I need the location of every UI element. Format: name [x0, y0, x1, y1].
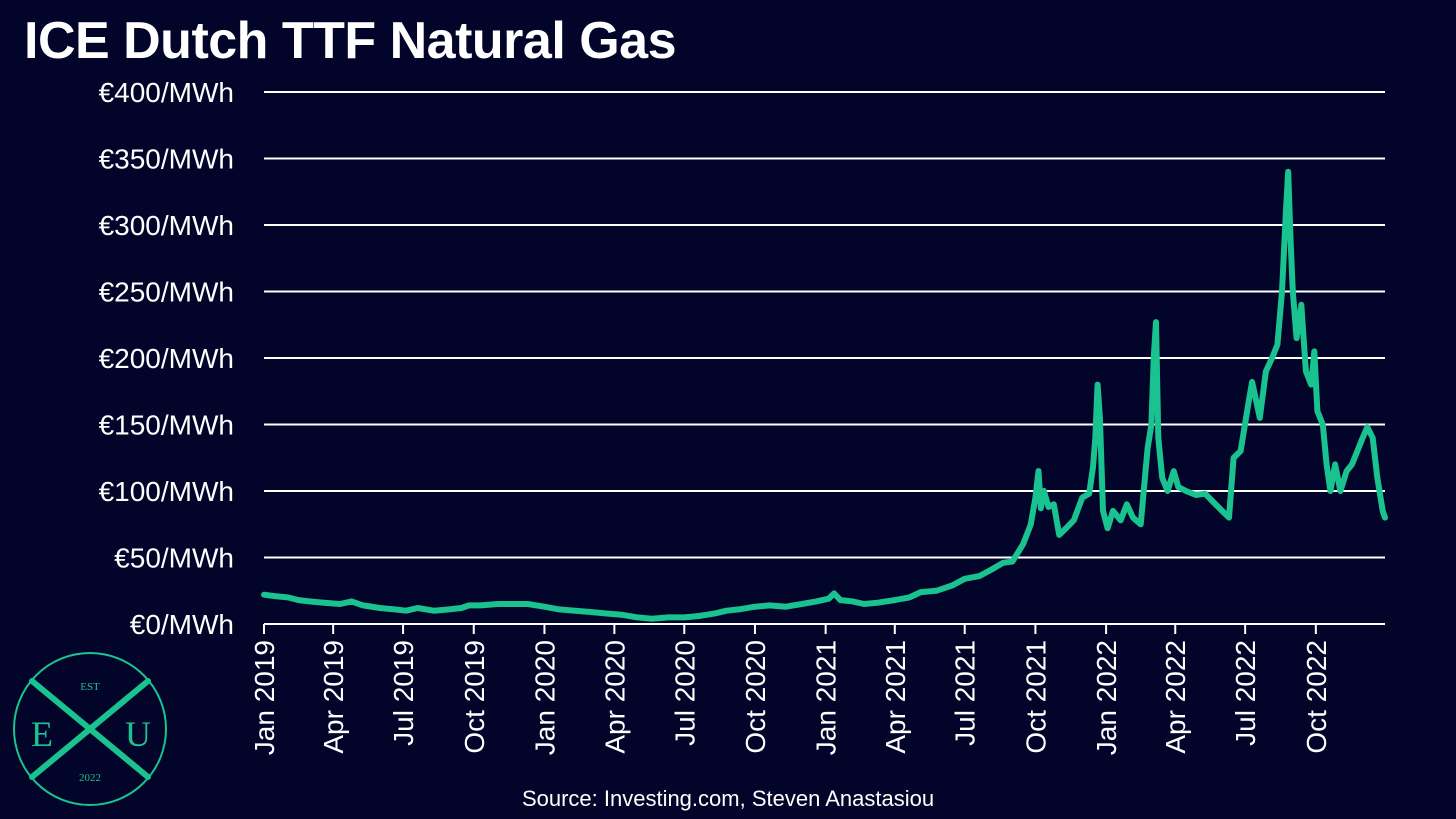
exu-logo: EST E U 2022 [13, 652, 167, 806]
x-tick-label: Jul 2019 [388, 640, 419, 746]
x-tick-label: Jul 2022 [1230, 640, 1261, 746]
x-tick-label: Oct 2020 [740, 640, 771, 754]
y-tick-label: €350/MWh [99, 144, 234, 175]
gridlines [264, 91, 1385, 559]
y-tick-label: €150/MWh [99, 410, 234, 441]
chart-title: ICE Dutch TTF Natural Gas [24, 12, 677, 70]
logo-year: 2022 [79, 772, 101, 784]
y-tick-label: €0/MWh [130, 609, 234, 640]
x-tick-label: Oct 2022 [1301, 640, 1332, 754]
x-tick-label: Jan 2019 [249, 640, 280, 755]
x-axis-tick-labels: Jan 2019 Apr 2019 Jul 2019 Oct 2019 Jan 2020… [249, 640, 1332, 755]
x-axis [263, 623, 1385, 634]
y-axis-tick-labels: €0/MWh €50/MWh €100/MWh €150/MWh €200/MWh €25… [99, 77, 234, 640]
x-tick-label: Jul 2021 [950, 640, 981, 746]
x-tick-label: Apr 2022 [1160, 640, 1191, 754]
x-tick-label: Jul 2020 [669, 640, 700, 746]
y-tick-label: €300/MWh [99, 210, 234, 241]
y-tick-label: €250/MWh [99, 277, 234, 308]
x-tick-label: Jan 2021 [811, 640, 842, 755]
source-note: Source: Investing.com, Steven Anastasiou [521, 786, 935, 811]
x-tick-label: Apr 2019 [318, 640, 349, 754]
x-tick-label: Oct 2021 [1020, 640, 1051, 754]
x-tick-label: Jan 2020 [529, 640, 560, 755]
y-tick-label: €400/MWh [99, 77, 234, 108]
x-tick-label: Jan 2022 [1091, 640, 1122, 755]
x-tick-label: Apr 2021 [880, 640, 911, 754]
logo-letter-left: E [31, 714, 53, 754]
y-tick-label: €50/MWh [114, 543, 234, 574]
y-tick-label: €200/MWh [99, 343, 234, 374]
series-line [261, 168, 1388, 622]
x-tick-label: Apr 2020 [599, 640, 630, 754]
x-tick-label: Oct 2019 [459, 640, 490, 754]
y-tick-label: €100/MWh [99, 476, 234, 507]
series-layer [261, 168, 1388, 622]
logo-letter-right: U [125, 714, 151, 754]
logo-est: EST [80, 681, 100, 693]
